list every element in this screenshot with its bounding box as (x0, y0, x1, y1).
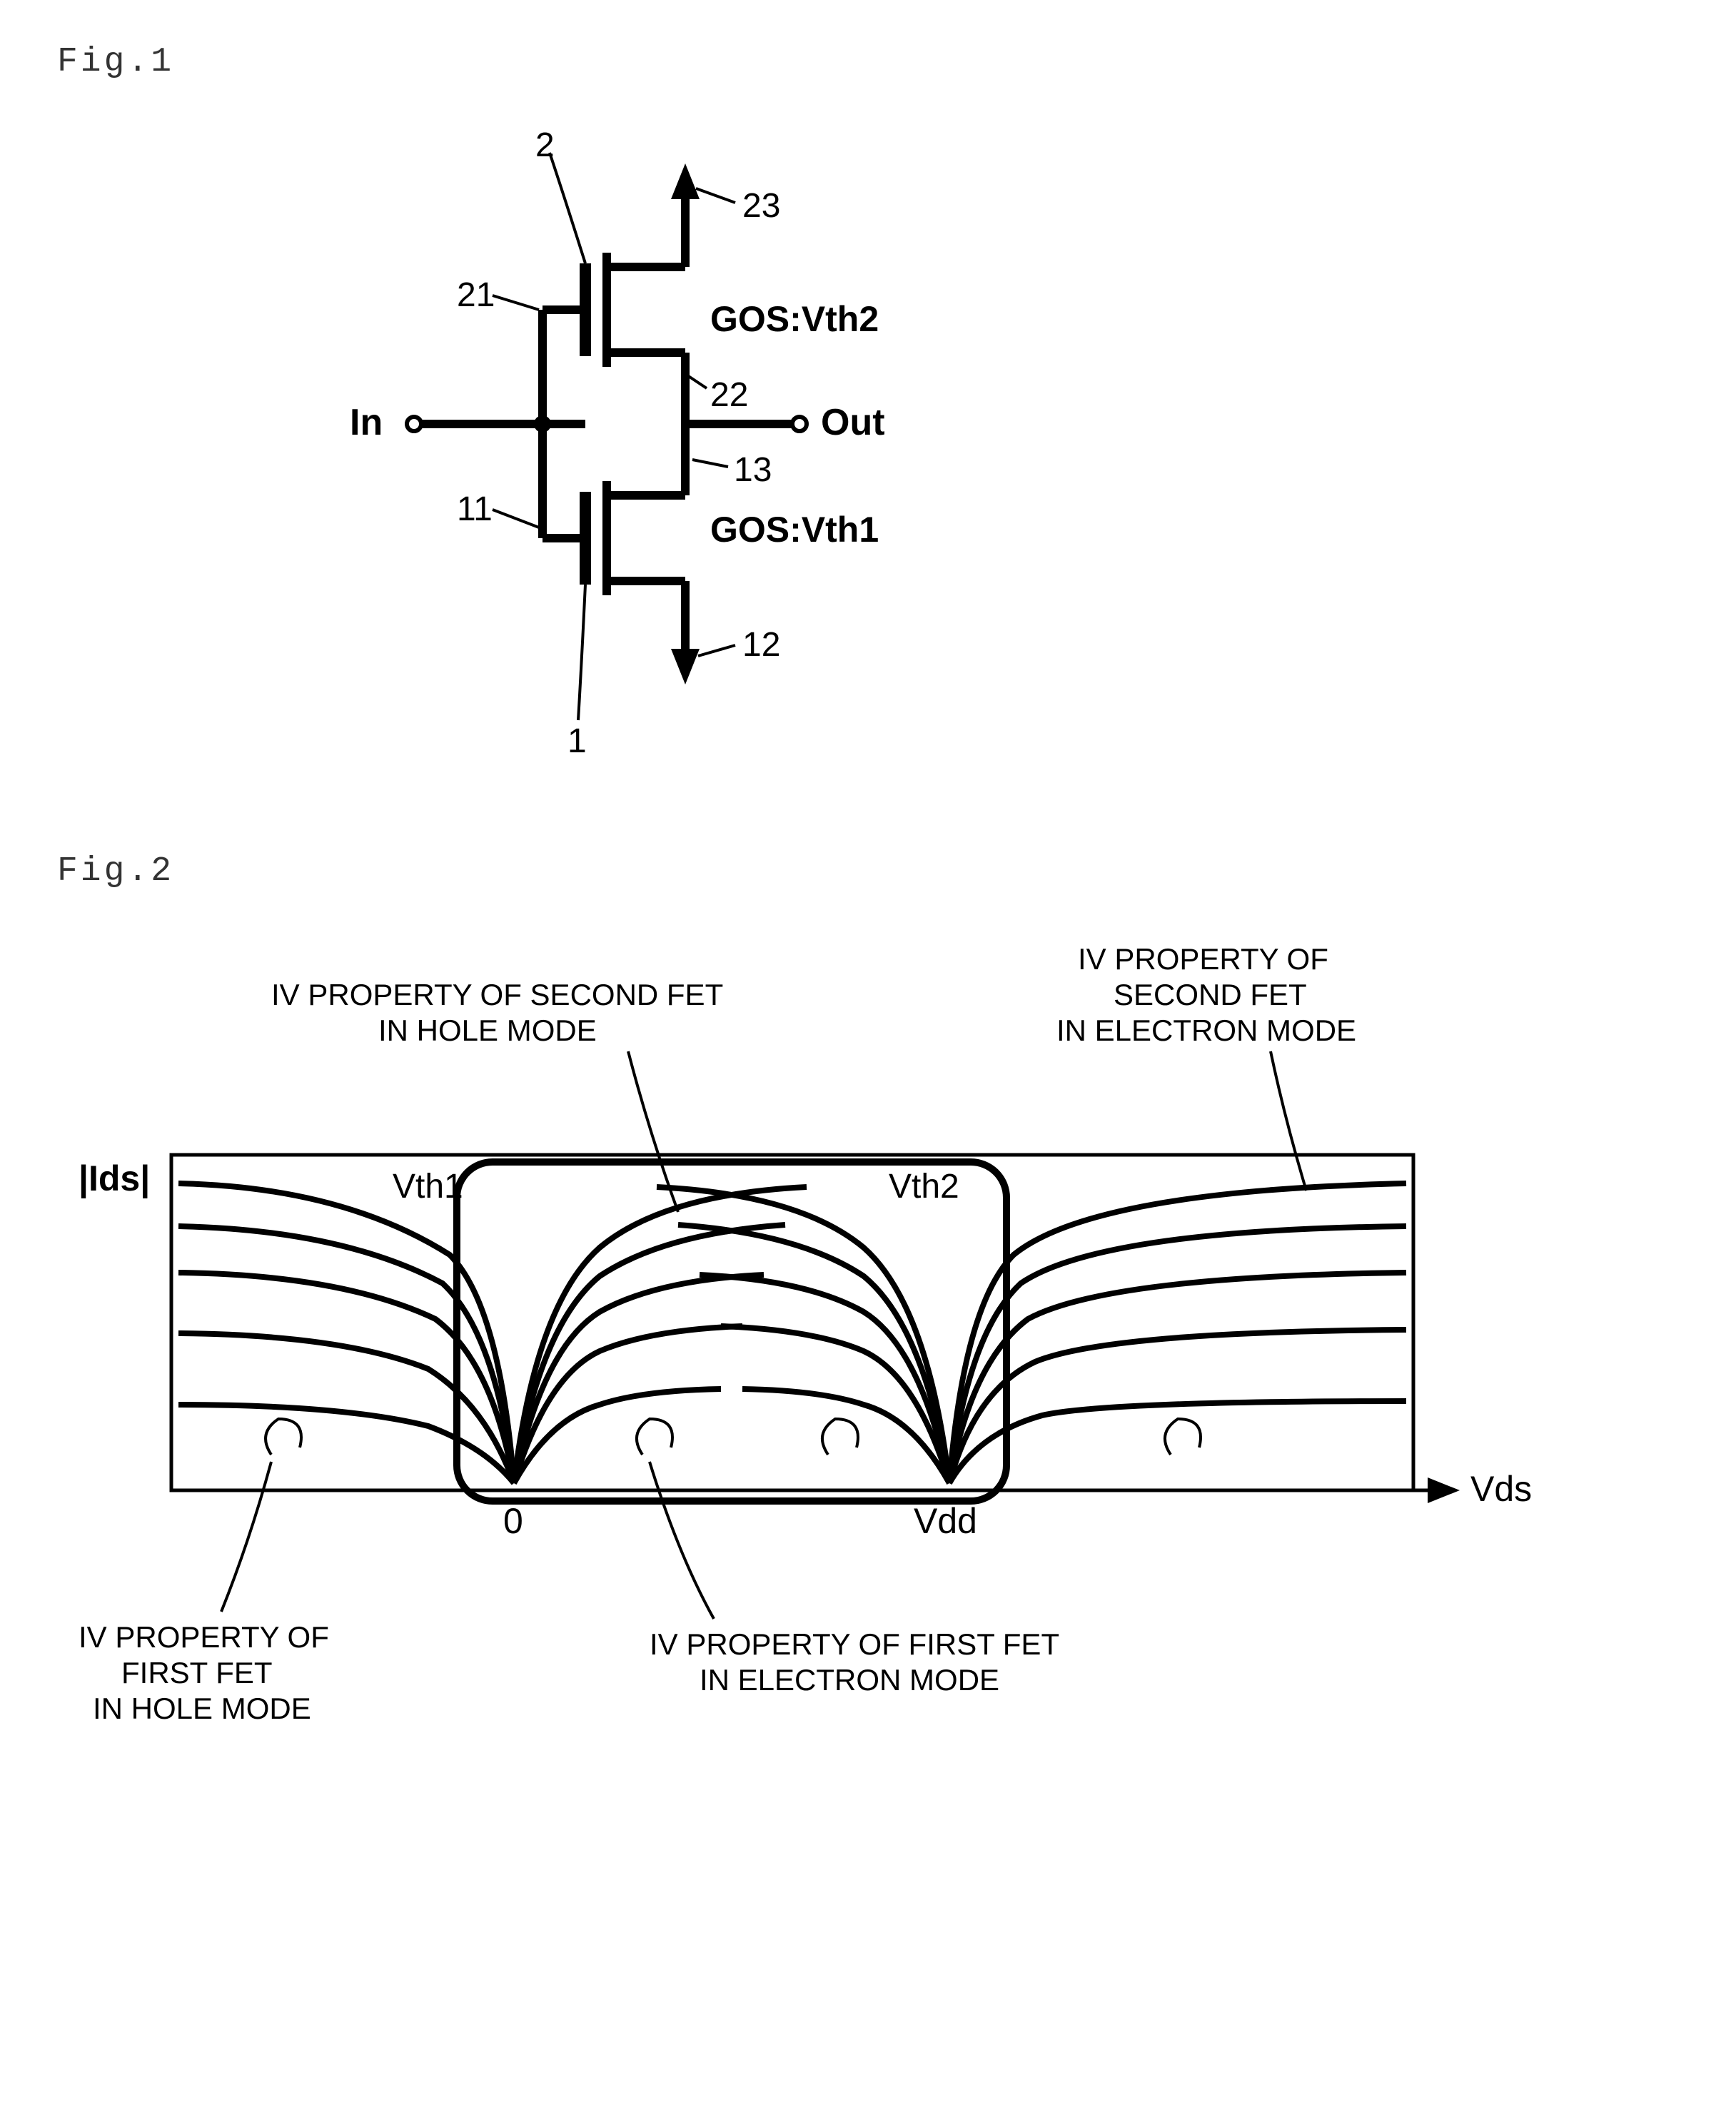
annotation-tr-line1: IV PROPERTY OF (1078, 942, 1328, 976)
num12-label: 12 (742, 626, 780, 664)
curve-family-2 (514, 1187, 807, 1483)
annotation-bl-line2: FIRST FET (121, 1656, 273, 1689)
figure1-container: In Out GOS:Vth2 GOS:Vth1 2 21 23 22 13 1… (307, 124, 1679, 767)
num1-label: 1 (567, 722, 587, 760)
in-label: In (350, 402, 383, 443)
ids-label: |Ids| (79, 1158, 150, 1199)
num23-label: 23 (742, 187, 780, 225)
annotation-tr-line3: IN ELECTRON MODE (1056, 1014, 1356, 1047)
annotation-tr-line2: SECOND FET (1114, 978, 1307, 1011)
vth1-label: Vth1 (393, 1168, 463, 1206)
annotation-bl-line3: IN HOLE MODE (93, 1692, 311, 1725)
num22-label: 22 (710, 376, 748, 414)
num13-label: 13 (734, 451, 772, 489)
num2-label: 2 (535, 126, 555, 164)
vth2-label: Vth2 (889, 1168, 959, 1206)
iv-chart: IV PROPERTY OF SECOND FET IN HOLE MODE I… (57, 934, 1556, 1790)
curve-family-3 (657, 1187, 949, 1483)
gos-vth1-label: GOS:Vth1 (710, 510, 879, 550)
vdd-label: Vdd (914, 1501, 977, 1541)
annotation-bl-line1: IV PROPERTY OF (79, 1620, 329, 1654)
fig2-title: Fig.2 (57, 852, 1679, 891)
figure2-container: IV PROPERTY OF SECOND FET IN HOLE MODE I… (57, 934, 1679, 1790)
vds-label: Vds (1470, 1469, 1532, 1509)
circuit-diagram: In Out GOS:Vth2 GOS:Vth1 2 21 23 22 13 1… (307, 124, 1164, 767)
fig1-title: Fig.1 (57, 43, 1679, 81)
curve-family-4 (949, 1183, 1406, 1483)
num21-label: 21 (457, 276, 495, 314)
curve-family-1 (178, 1183, 514, 1483)
num11-label: 11 (457, 490, 493, 528)
annotation-br-line2: IN ELECTRON MODE (700, 1663, 999, 1697)
zero-label: 0 (503, 1501, 523, 1541)
annotation-tl-line2: IN HOLE MODE (378, 1014, 597, 1047)
out-label: Out (821, 402, 885, 443)
annotation-tl-line1: IV PROPERTY OF SECOND FET (271, 978, 723, 1011)
gos-vth2-label: GOS:Vth2 (710, 299, 879, 339)
annotation-br-line1: IV PROPERTY OF FIRST FET (650, 1627, 1059, 1661)
